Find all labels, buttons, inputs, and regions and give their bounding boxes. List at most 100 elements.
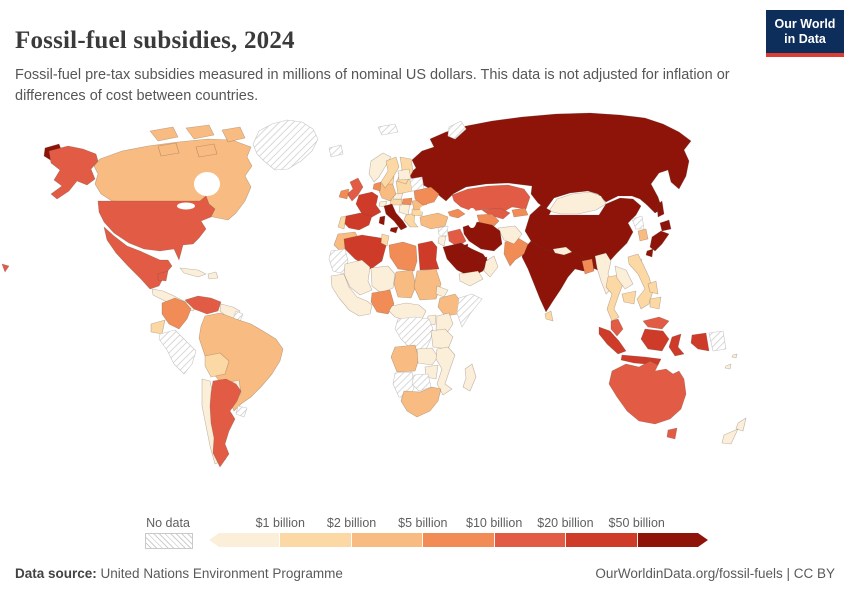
country-venezuela[interactable] [184, 295, 222, 315]
country-bangladesh[interactable] [581, 258, 595, 275]
country-australia[interactable] [666, 427, 678, 440]
country-united-states[interactable] [1, 263, 10, 273]
country-svalbard[interactable] [377, 123, 399, 136]
country-mali[interactable] [343, 259, 373, 296]
country-canada[interactable] [157, 142, 180, 157]
country-democratic-republic-of-congo[interactable] [394, 316, 434, 352]
legend-segment-4[interactable] [423, 533, 495, 547]
country-russia[interactable] [656, 200, 665, 218]
country-mongolia[interactable] [548, 191, 607, 215]
country-azerbaijan[interactable] [447, 208, 466, 219]
country-turkey[interactable] [419, 212, 449, 230]
country-sudan[interactable] [413, 268, 442, 301]
country-norway[interactable] [368, 152, 392, 183]
country-mozambique[interactable] [435, 346, 456, 396]
country-fiji[interactable] [731, 353, 738, 359]
country-oman[interactable] [483, 255, 499, 278]
country-new-zealand[interactable] [721, 428, 739, 445]
country-new-caledonia[interactable] [724, 363, 732, 370]
country-mexico[interactable] [103, 226, 173, 290]
country-philippines[interactable] [647, 280, 659, 295]
country-madagascar[interactable] [462, 363, 477, 392]
country-kyrgyzstan[interactable] [511, 207, 529, 218]
country-united-kingdom[interactable] [346, 177, 364, 202]
country-ukraine[interactable] [413, 186, 440, 206]
country-south-korea[interactable] [637, 228, 649, 242]
legend-no-data-swatch[interactable] [145, 533, 193, 549]
country-italy[interactable] [389, 226, 399, 234]
country-japan[interactable] [659, 219, 672, 232]
country-niger[interactable] [370, 265, 396, 294]
country-vietnam[interactable] [627, 253, 654, 310]
country-portugal[interactable] [337, 215, 347, 230]
country-kuwait[interactable] [460, 243, 469, 251]
country-indonesia[interactable] [668, 333, 685, 357]
country-uzbekistan[interactable] [481, 207, 511, 220]
country-united-states[interactable] [48, 145, 99, 200]
country-sweden[interactable] [380, 156, 400, 189]
country-ireland[interactable] [338, 188, 350, 200]
country-pakistan[interactable] [503, 237, 529, 267]
country-russia[interactable] [407, 112, 692, 214]
country-peru[interactable] [158, 329, 197, 375]
country-algeria[interactable] [343, 234, 387, 270]
country-united-states[interactable] [97, 195, 216, 261]
country-netherlands[interactable] [372, 181, 382, 192]
country-serbia[interactable] [398, 203, 411, 216]
country-baltic-states[interactable] [397, 168, 412, 181]
country-canada[interactable] [185, 124, 215, 140]
country-greenland[interactable] [252, 119, 319, 171]
legend-segment-5[interactable] [494, 533, 567, 547]
country-indonesia[interactable] [598, 326, 627, 355]
country-tanzania[interactable] [430, 328, 454, 350]
country-yemen[interactable] [458, 270, 484, 287]
country-senegal[interactable] [330, 273, 373, 317]
country-south-africa[interactable] [400, 386, 442, 418]
country-syria[interactable] [437, 225, 449, 237]
country-iceland[interactable] [328, 144, 344, 158]
country-japan[interactable] [649, 230, 670, 252]
country-bolivia[interactable] [204, 352, 230, 378]
country-hungary[interactable] [401, 197, 413, 206]
country-tunisia[interactable] [380, 233, 390, 247]
country-canada[interactable] [149, 126, 179, 142]
country-botswana[interactable] [411, 373, 432, 392]
country-angola[interactable] [390, 344, 420, 373]
country-egypt[interactable] [417, 240, 440, 271]
legend-segment-2[interactable] [280, 533, 352, 547]
country-france[interactable] [355, 191, 382, 218]
country-canada[interactable] [93, 138, 253, 221]
country-australia[interactable] [608, 360, 687, 425]
country-nigeria[interactable] [370, 289, 395, 315]
country-philippines[interactable] [649, 296, 662, 310]
country-spain[interactable] [342, 212, 373, 231]
country-indonesia[interactable] [690, 332, 710, 352]
country-kazakhstan[interactable] [451, 184, 531, 214]
country-new-zealand[interactable] [735, 417, 747, 432]
country-nepal[interactable] [552, 246, 573, 256]
footer-link[interactable]: OurWorldinData.org/fossil-fuels | CC BY [595, 566, 835, 581]
country-zambia[interactable] [416, 347, 439, 366]
country-sri-lanka[interactable] [544, 310, 554, 322]
legend-segment-7[interactable] [638, 533, 708, 547]
country-indonesia[interactable] [640, 328, 670, 352]
country-chad[interactable] [393, 269, 417, 299]
country-laos[interactable] [614, 265, 634, 290]
country-austria[interactable] [389, 198, 403, 206]
country-north-korea[interactable] [631, 215, 645, 230]
country-iran[interactable] [462, 221, 503, 252]
owid-logo[interactable]: Our World in Data [766, 10, 844, 57]
country-malaysia[interactable] [642, 316, 670, 330]
country-afghanistan[interactable] [497, 225, 523, 245]
country-italy[interactable] [378, 215, 386, 226]
legend-segment-6[interactable] [566, 533, 638, 547]
country-japan[interactable] [645, 248, 654, 258]
country-mexico[interactable] [157, 270, 169, 282]
country-canada[interactable] [221, 126, 246, 143]
country-uruguay[interactable] [235, 405, 248, 418]
country-italy[interactable] [383, 203, 408, 231]
country-canada[interactable] [195, 143, 218, 158]
country-eritrea[interactable] [435, 285, 449, 298]
legend-segment-3[interactable] [351, 533, 424, 547]
country-cambodia[interactable] [621, 290, 637, 305]
